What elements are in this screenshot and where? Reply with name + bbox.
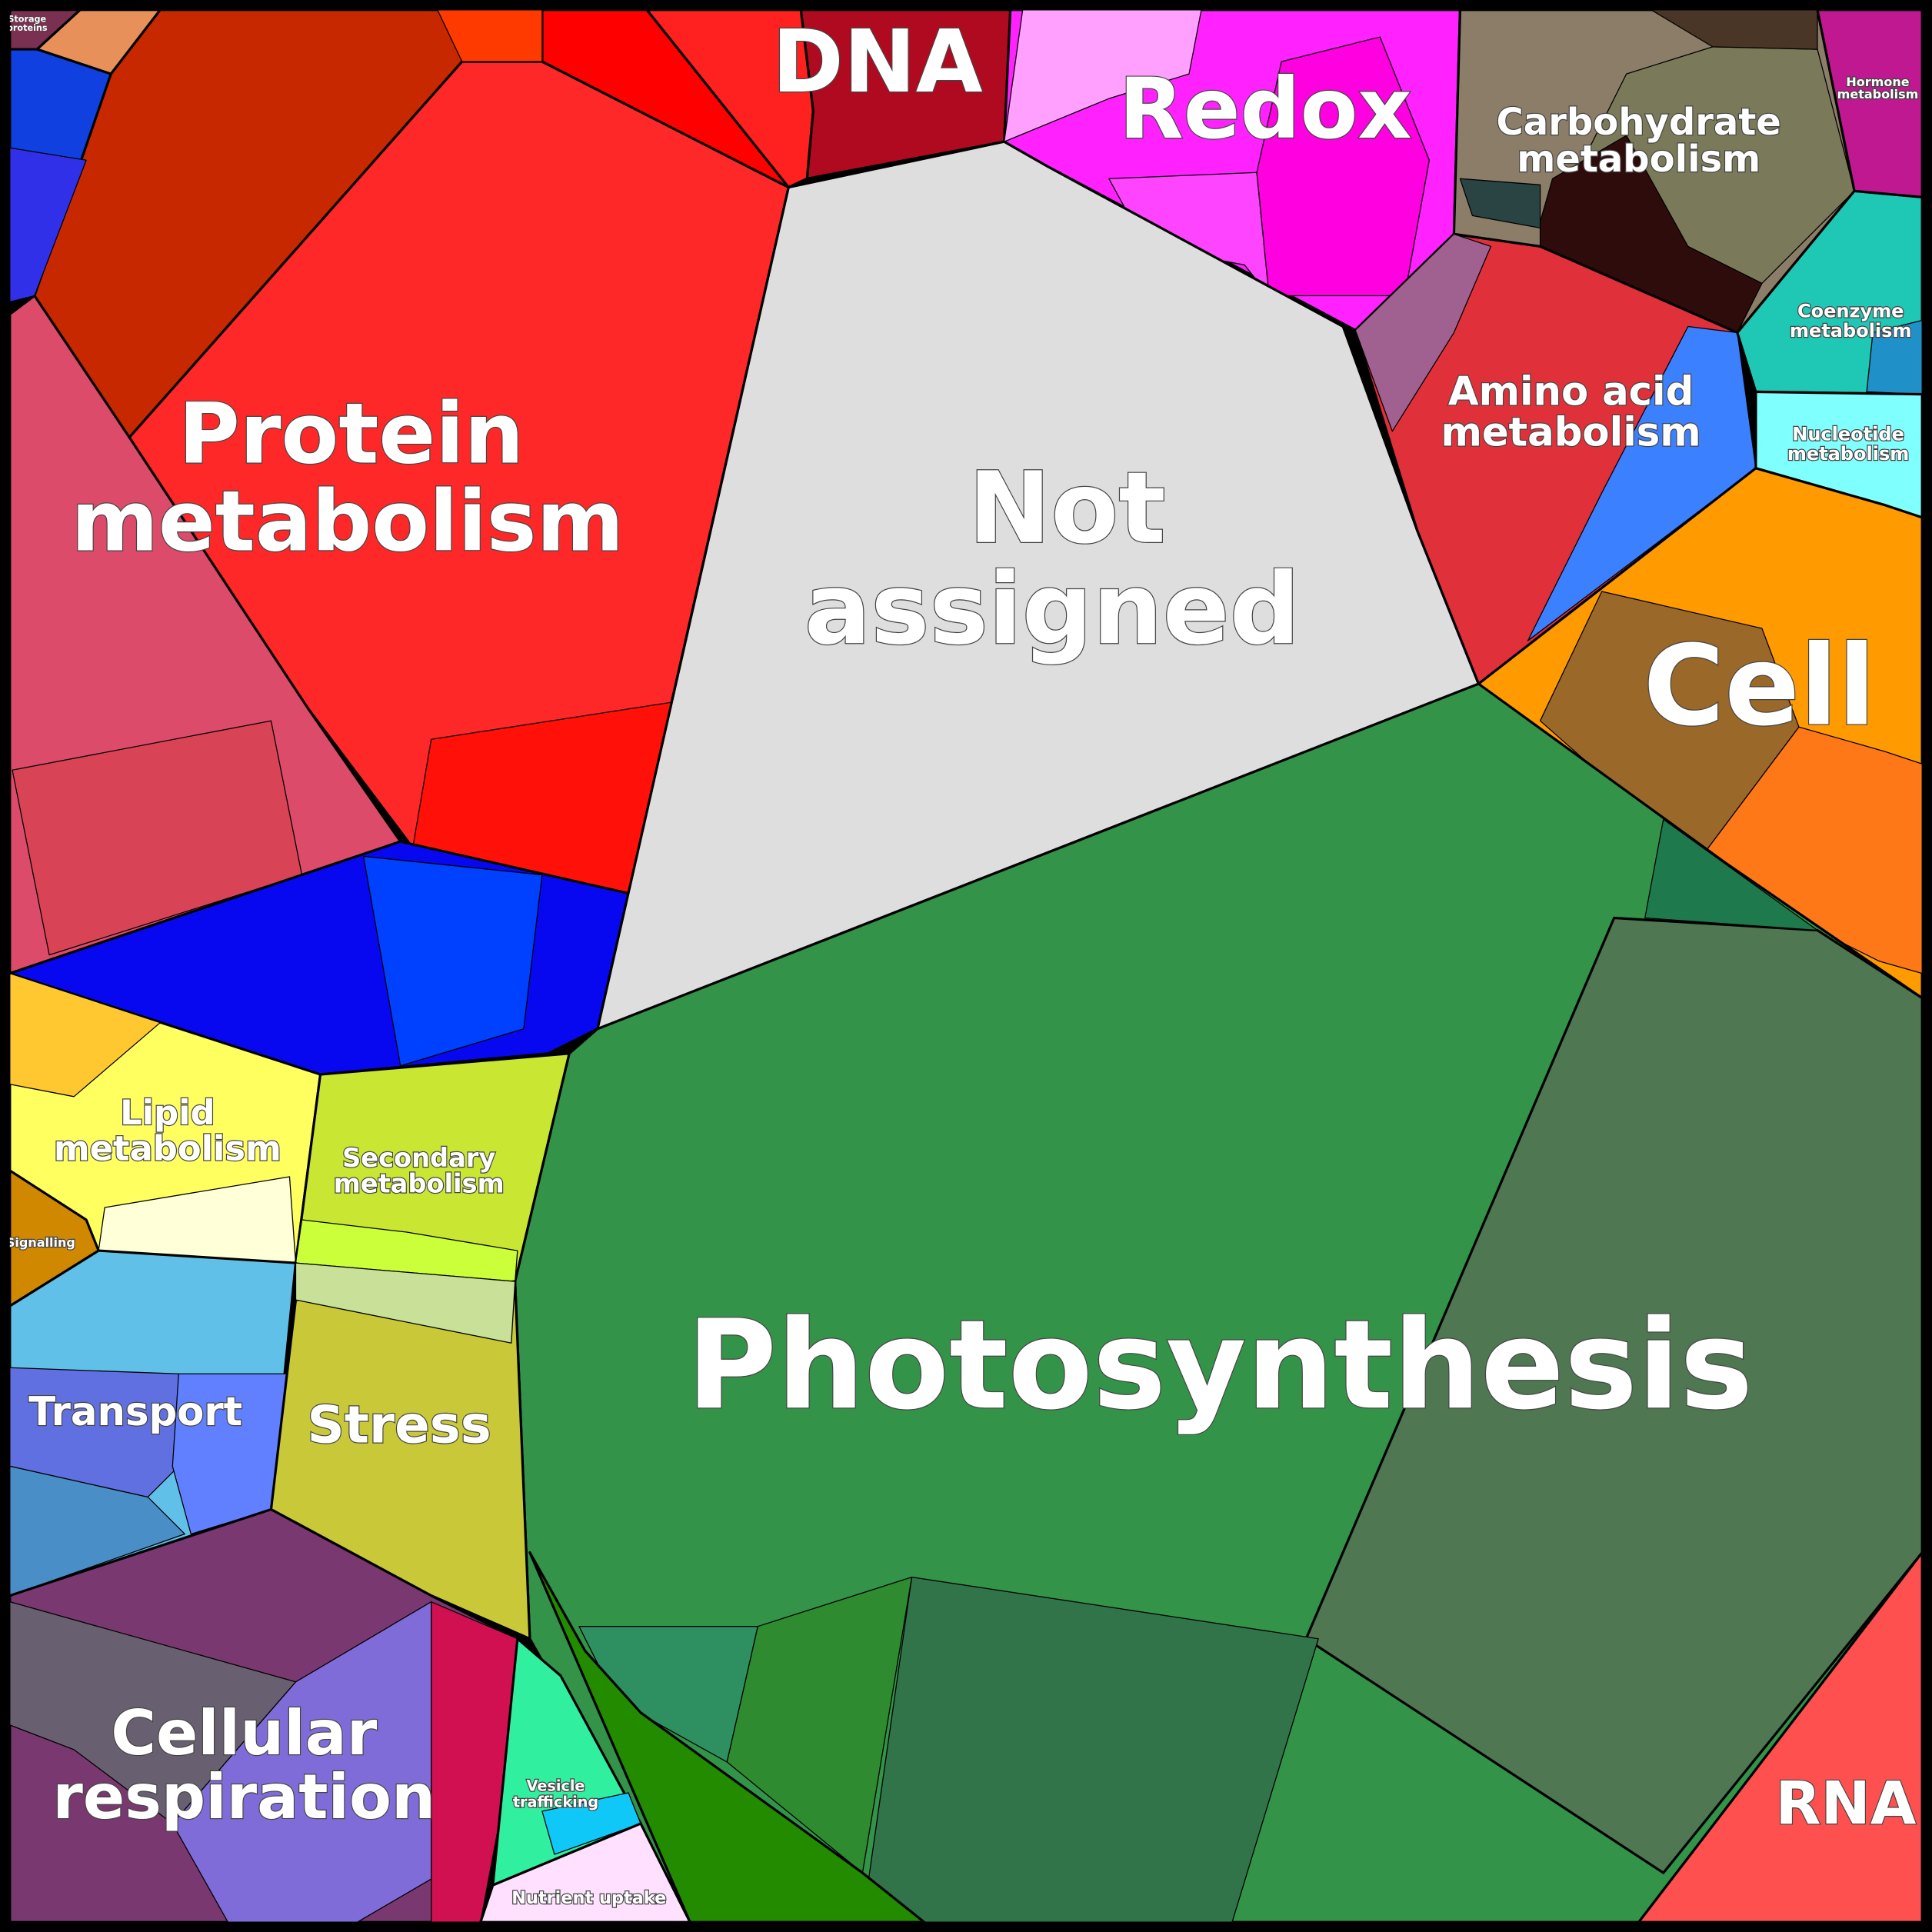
cell-label: Nutrient uptake [511,1888,666,1908]
cell-label: Storage [8,15,46,25]
cell-label: assigned [804,552,1301,667]
cell [295,1262,516,1344]
cell-label: metabolism [1790,320,1911,341]
cell-label: DNA [772,12,983,112]
cell-label: trafficking [513,1793,598,1810]
cell-label: Transport [28,1389,242,1435]
cell-label: metabolism [334,1169,505,1199]
cell-label: Nucleotide [1792,424,1904,445]
cell-label: metabolism [1517,138,1760,181]
labels: Protein metabolism Not assigned Photosyn… [5,12,1920,1910]
cell-label: metabolism [1787,443,1909,465]
cell-label: respiration [52,1761,435,1833]
cell-label: Redox [1119,60,1412,158]
cell [362,855,543,1067]
cell-label: Hormone [1846,75,1909,89]
cell-label: Vesicle [527,1777,585,1794]
cell-label: metabolism [1837,87,1919,102]
cell-label: Secondary [342,1143,495,1173]
cell-label: Stress [307,1394,491,1454]
cell-label: Signalling [6,1235,75,1250]
cell-label: proteins [7,23,48,33]
cell-label: metabolism [71,472,624,570]
cell-label: Photosynthesis [687,1293,1754,1437]
cell [1354,233,1492,432]
cells [8,8,1924,1924]
cell-label: Not [968,451,1166,566]
cell-label: Carbohydrate [1497,101,1781,144]
cell-label: Coenzyme [1797,300,1904,321]
cell [1459,178,1541,229]
cell-label: metabolism [54,1128,281,1168]
cell-label: Cellular [111,1697,378,1769]
cell-label: RNA [1775,1770,1917,1838]
cell-label: Amino acid [1448,369,1694,415]
cell [295,1219,518,1282]
cell [431,1601,518,1923]
cell-label: Lipid [120,1092,215,1133]
cell-label: Protein [178,385,524,483]
cell-label: metabolism [1441,410,1701,456]
cell [1527,325,1757,641]
cell [1644,818,1818,931]
cell-label: Cell [1643,621,1875,751]
